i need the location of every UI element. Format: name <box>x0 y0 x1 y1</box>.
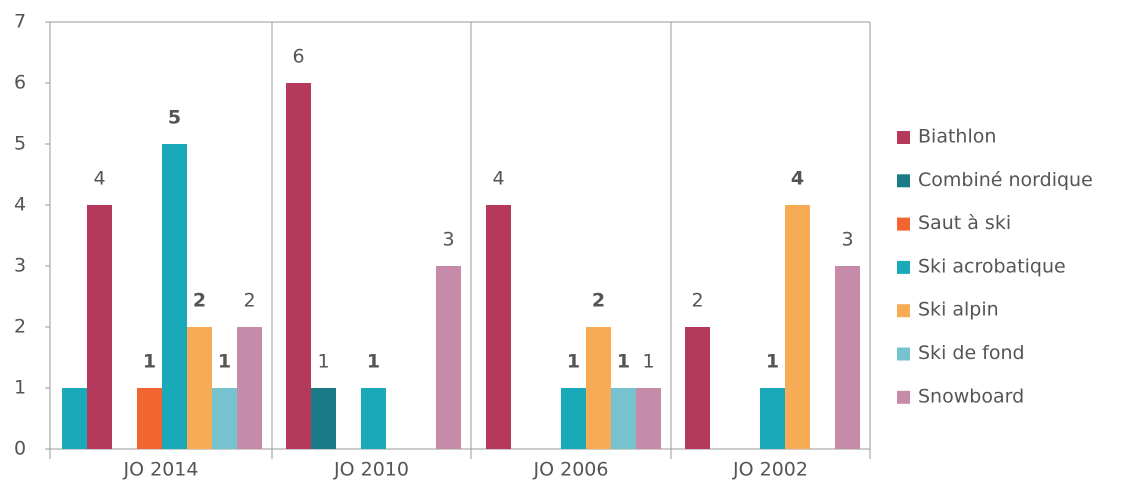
legend-swatch <box>897 304 910 318</box>
y-tick-label: 3 <box>14 255 26 277</box>
data-label: 1 <box>642 351 654 373</box>
data-label: 4 <box>791 168 804 190</box>
data-label: 2 <box>592 290 605 312</box>
legend-label: Snowboard <box>918 385 1024 407</box>
data-label: 2 <box>243 290 255 312</box>
data-label: 1 <box>143 351 156 373</box>
data-label: 1 <box>567 351 580 373</box>
bar <box>835 266 860 449</box>
data-label: 3 <box>841 229 853 251</box>
bar <box>311 388 336 449</box>
legend-swatch <box>897 347 910 361</box>
bar <box>586 327 611 449</box>
bar <box>62 388 87 449</box>
y-tick-label: 7 <box>14 11 26 33</box>
bar <box>561 388 586 449</box>
legend-swatch <box>897 390 910 404</box>
data-label: 1 <box>367 351 380 373</box>
y-tick-label: 0 <box>14 438 26 460</box>
legend-label: Ski de fond <box>918 342 1025 364</box>
bar <box>785 205 810 449</box>
x-tick-label: JO 2006 <box>533 459 609 481</box>
bar <box>760 388 785 449</box>
bar <box>361 388 386 449</box>
legend-label: Ski acrobatique <box>918 255 1066 277</box>
y-tick-label: 2 <box>14 316 26 338</box>
legend-swatch <box>897 131 910 144</box>
bar <box>436 266 461 449</box>
data-label: 2 <box>193 290 206 312</box>
bar <box>187 327 212 449</box>
data-label: 1 <box>317 351 329 373</box>
bar <box>486 205 511 449</box>
data-label: 1 <box>766 351 779 373</box>
data-label: 3 <box>442 229 454 251</box>
legend-swatch <box>897 260 910 274</box>
bar <box>212 388 237 449</box>
y-tick-label: 6 <box>14 72 26 94</box>
data-label: 2 <box>691 290 703 312</box>
bar <box>137 388 162 449</box>
y-tick-label: 4 <box>14 194 26 216</box>
bar <box>87 205 112 449</box>
y-tick-label: 1 <box>14 377 26 399</box>
legend-swatch <box>897 217 910 231</box>
x-tick-label: JO 2010 <box>333 459 409 481</box>
legend-label: Ski alpin <box>918 299 999 321</box>
bar <box>237 327 262 449</box>
data-label: 1 <box>218 351 231 373</box>
legend-label: Combiné nordique <box>918 169 1093 191</box>
bar <box>636 388 661 449</box>
data-label: 6 <box>292 46 304 68</box>
x-tick-label: JO 2002 <box>732 459 808 481</box>
bar <box>162 144 187 449</box>
data-label: 4 <box>492 168 504 190</box>
legend-swatch <box>897 174 910 188</box>
bar <box>685 327 710 449</box>
legend-label: Saut à ski <box>918 212 1011 234</box>
bar <box>611 388 636 449</box>
data-label: 4 <box>93 168 105 190</box>
y-tick-label: 5 <box>14 133 26 155</box>
data-label: 5 <box>168 107 181 129</box>
legend-label: Biathlon <box>918 126 996 148</box>
bar <box>286 83 311 449</box>
x-tick-label: JO 2014 <box>123 459 199 481</box>
data-label: 1 <box>617 351 630 373</box>
